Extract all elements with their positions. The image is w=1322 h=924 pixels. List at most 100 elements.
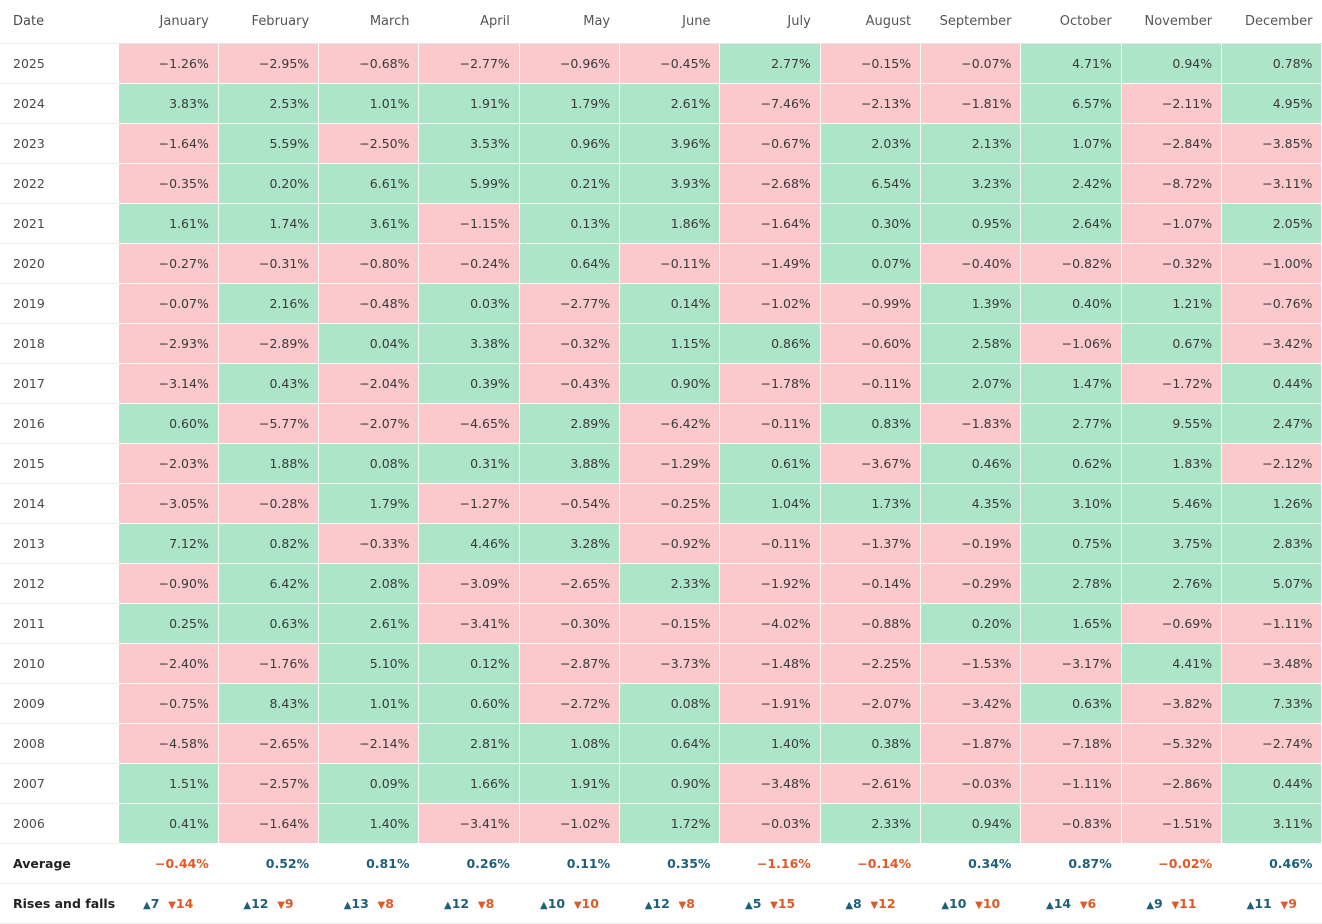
triangle-down-icon: ▼ <box>277 899 285 911</box>
monthly-return-cell: −0.45% <box>619 43 721 84</box>
rises-falls-cell: ▲13 ▼8 <box>318 883 420 924</box>
monthly-return-cell: 4.95% <box>1221 83 1322 124</box>
monthly-return-cell: 0.63% <box>1020 683 1122 724</box>
month-column-header[interactable]: June <box>619 0 721 44</box>
table-body: 2025 −1.26% −2.95% −0.68% −2.77% −0.96% −0.45%… <box>0 43 1322 924</box>
monthly-return-cell: −0.15% <box>619 603 721 644</box>
monthly-return-cell: 2.07% <box>920 363 1022 404</box>
monthly-return-cell: −3.85% <box>1221 123 1322 164</box>
monthly-return-cell: −7.46% <box>719 83 821 124</box>
monthly-return-cell: −0.76% <box>1221 283 1322 324</box>
table-row: 2007 1.51% −2.57% 0.09% 1.66% 1.91% 0.90% −3.48… <box>0 763 1322 804</box>
month-column-header[interactable]: September <box>920 0 1022 44</box>
triangle-up-icon: ▲ <box>1246 899 1255 911</box>
monthly-return-cell: −2.57% <box>218 763 320 804</box>
monthly-return-cell: −2.25% <box>820 643 922 684</box>
monthly-return-cell: 0.60% <box>418 683 520 724</box>
monthly-return-cell: 0.75% <box>1020 523 1122 564</box>
monthly-return-cell: −2.74% <box>1221 723 1322 764</box>
monthly-return-cell: −0.15% <box>820 43 922 84</box>
average-value: 0.34% <box>920 843 1022 884</box>
monthly-return-cell: −3.67% <box>820 443 922 484</box>
monthly-return-cell: −0.11% <box>719 523 821 564</box>
monthly-return-cell: −0.40% <box>920 243 1022 284</box>
falls-count: 8 <box>485 895 495 911</box>
monthly-return-cell: −3.17% <box>1020 643 1122 684</box>
monthly-return-cell: 2.77% <box>719 43 821 84</box>
monthly-return-cell: 0.39% <box>418 363 520 404</box>
monthly-return-cell: 3.93% <box>619 163 721 204</box>
monthly-return-cell: −2.03% <box>118 443 219 484</box>
month-column-header[interactable]: January <box>118 0 219 44</box>
month-column-header[interactable]: July <box>719 0 821 44</box>
monthly-return-cell: 6.42% <box>218 563 320 604</box>
monthly-return-cell: 1.21% <box>1121 283 1223 324</box>
table-row: 2021 1.61% 1.74% 3.61% −1.15% 0.13% 1.86% −1.64… <box>0 203 1322 244</box>
monthly-return-cell: −3.48% <box>719 763 821 804</box>
monthly-return-cell: −3.09% <box>418 563 520 604</box>
average-row: Average −0.44% 0.52% 0.81% 0.26% 0.11% 0.35% −1… <box>0 843 1322 884</box>
monthly-return-cell: −2.07% <box>318 403 420 444</box>
monthly-return-cell: 2.05% <box>1221 203 1322 244</box>
triangle-up-icon: ▲ <box>444 899 452 911</box>
date-column-header[interactable]: Date <box>0 0 119 44</box>
monthly-return-cell: −2.89% <box>218 323 320 364</box>
monthly-return-cell: 7.33% <box>1221 683 1322 724</box>
rises-falls-cell: ▲12 ▼8 <box>619 883 721 924</box>
year-cell: 2023 <box>0 123 119 164</box>
monthly-return-cell: 0.09% <box>318 763 420 804</box>
monthly-return-cell: −1.00% <box>1221 243 1322 284</box>
monthly-return-cell: 2.89% <box>519 403 621 444</box>
triangle-up-icon: ▲ <box>941 899 950 911</box>
monthly-return-cell: −2.04% <box>318 363 420 404</box>
rises-count: 12 <box>251 895 269 911</box>
rises-count: 14 <box>1053 895 1072 911</box>
monthly-return-cell: −1.11% <box>1221 603 1322 644</box>
month-column-header[interactable]: August <box>820 0 922 44</box>
monthly-return-cell: 0.43% <box>218 363 320 404</box>
monthly-return-cell: −0.68% <box>318 43 420 84</box>
month-column-header[interactable]: December <box>1221 0 1322 44</box>
monthly-return-cell: −0.14% <box>820 563 922 604</box>
monthly-return-cell: 0.04% <box>318 323 420 364</box>
month-column-header[interactable]: May <box>519 0 621 44</box>
rises-count: 9 <box>1154 895 1163 911</box>
monthly-return-cell: −0.75% <box>118 683 219 724</box>
year-cell: 2014 <box>0 483 119 524</box>
year-cell: 2010 <box>0 643 119 684</box>
monthly-return-cell: 1.26% <box>1221 483 1322 524</box>
average-value: −0.02% <box>1121 843 1223 884</box>
monthly-return-cell: 5.99% <box>418 163 520 204</box>
average-value: 0.52% <box>218 843 320 884</box>
monthly-return-cell: −0.60% <box>820 323 922 364</box>
table-row: 2019 −0.07% 2.16% −0.48% 0.03% −2.77% 0.14% −1.… <box>0 283 1322 324</box>
monthly-return-cell: 0.20% <box>218 163 320 204</box>
monthly-return-cell: −1.06% <box>1020 323 1122 364</box>
monthly-return-cell: 2.58% <box>920 323 1022 364</box>
monthly-return-cell: −3.41% <box>418 803 520 844</box>
monthly-return-cell: 1.47% <box>1020 363 1122 404</box>
year-cell: 2018 <box>0 323 119 364</box>
falls-count: 15 <box>777 895 796 911</box>
monthly-return-cell: −2.77% <box>418 43 520 84</box>
month-column-header[interactable]: November <box>1121 0 1223 44</box>
header-row: Date January February March April May June Jul… <box>0 0 1322 44</box>
rises-falls-cell: ▲12 ▼8 <box>418 883 520 924</box>
monthly-return-cell: 0.95% <box>920 203 1022 244</box>
month-column-header[interactable]: October <box>1020 0 1122 44</box>
monthly-return-cell: 2.53% <box>218 83 320 124</box>
month-column-header[interactable]: February <box>218 0 320 44</box>
monthly-return-cell: 0.13% <box>519 203 621 244</box>
month-column-header[interactable]: March <box>318 0 420 44</box>
monthly-return-cell: 5.10% <box>318 643 420 684</box>
rises-falls-label: Rises and falls <box>0 883 119 924</box>
month-column-header[interactable]: April <box>418 0 520 44</box>
triangle-up-icon: ▲ <box>1046 899 1054 911</box>
triangle-down-icon: ▼ <box>678 899 687 911</box>
monthly-return-cell: 2.78% <box>1020 563 1122 604</box>
triangle-down-icon: ▼ <box>975 899 983 911</box>
table-row: 2009 −0.75% 8.43% 1.01% 0.60% −2.72% 0.08% −1.9… <box>0 683 1322 724</box>
monthly-return-cell: 1.01% <box>318 683 420 724</box>
monthly-return-cell: −0.67% <box>719 123 821 164</box>
monthly-return-cell: −0.92% <box>619 523 721 564</box>
